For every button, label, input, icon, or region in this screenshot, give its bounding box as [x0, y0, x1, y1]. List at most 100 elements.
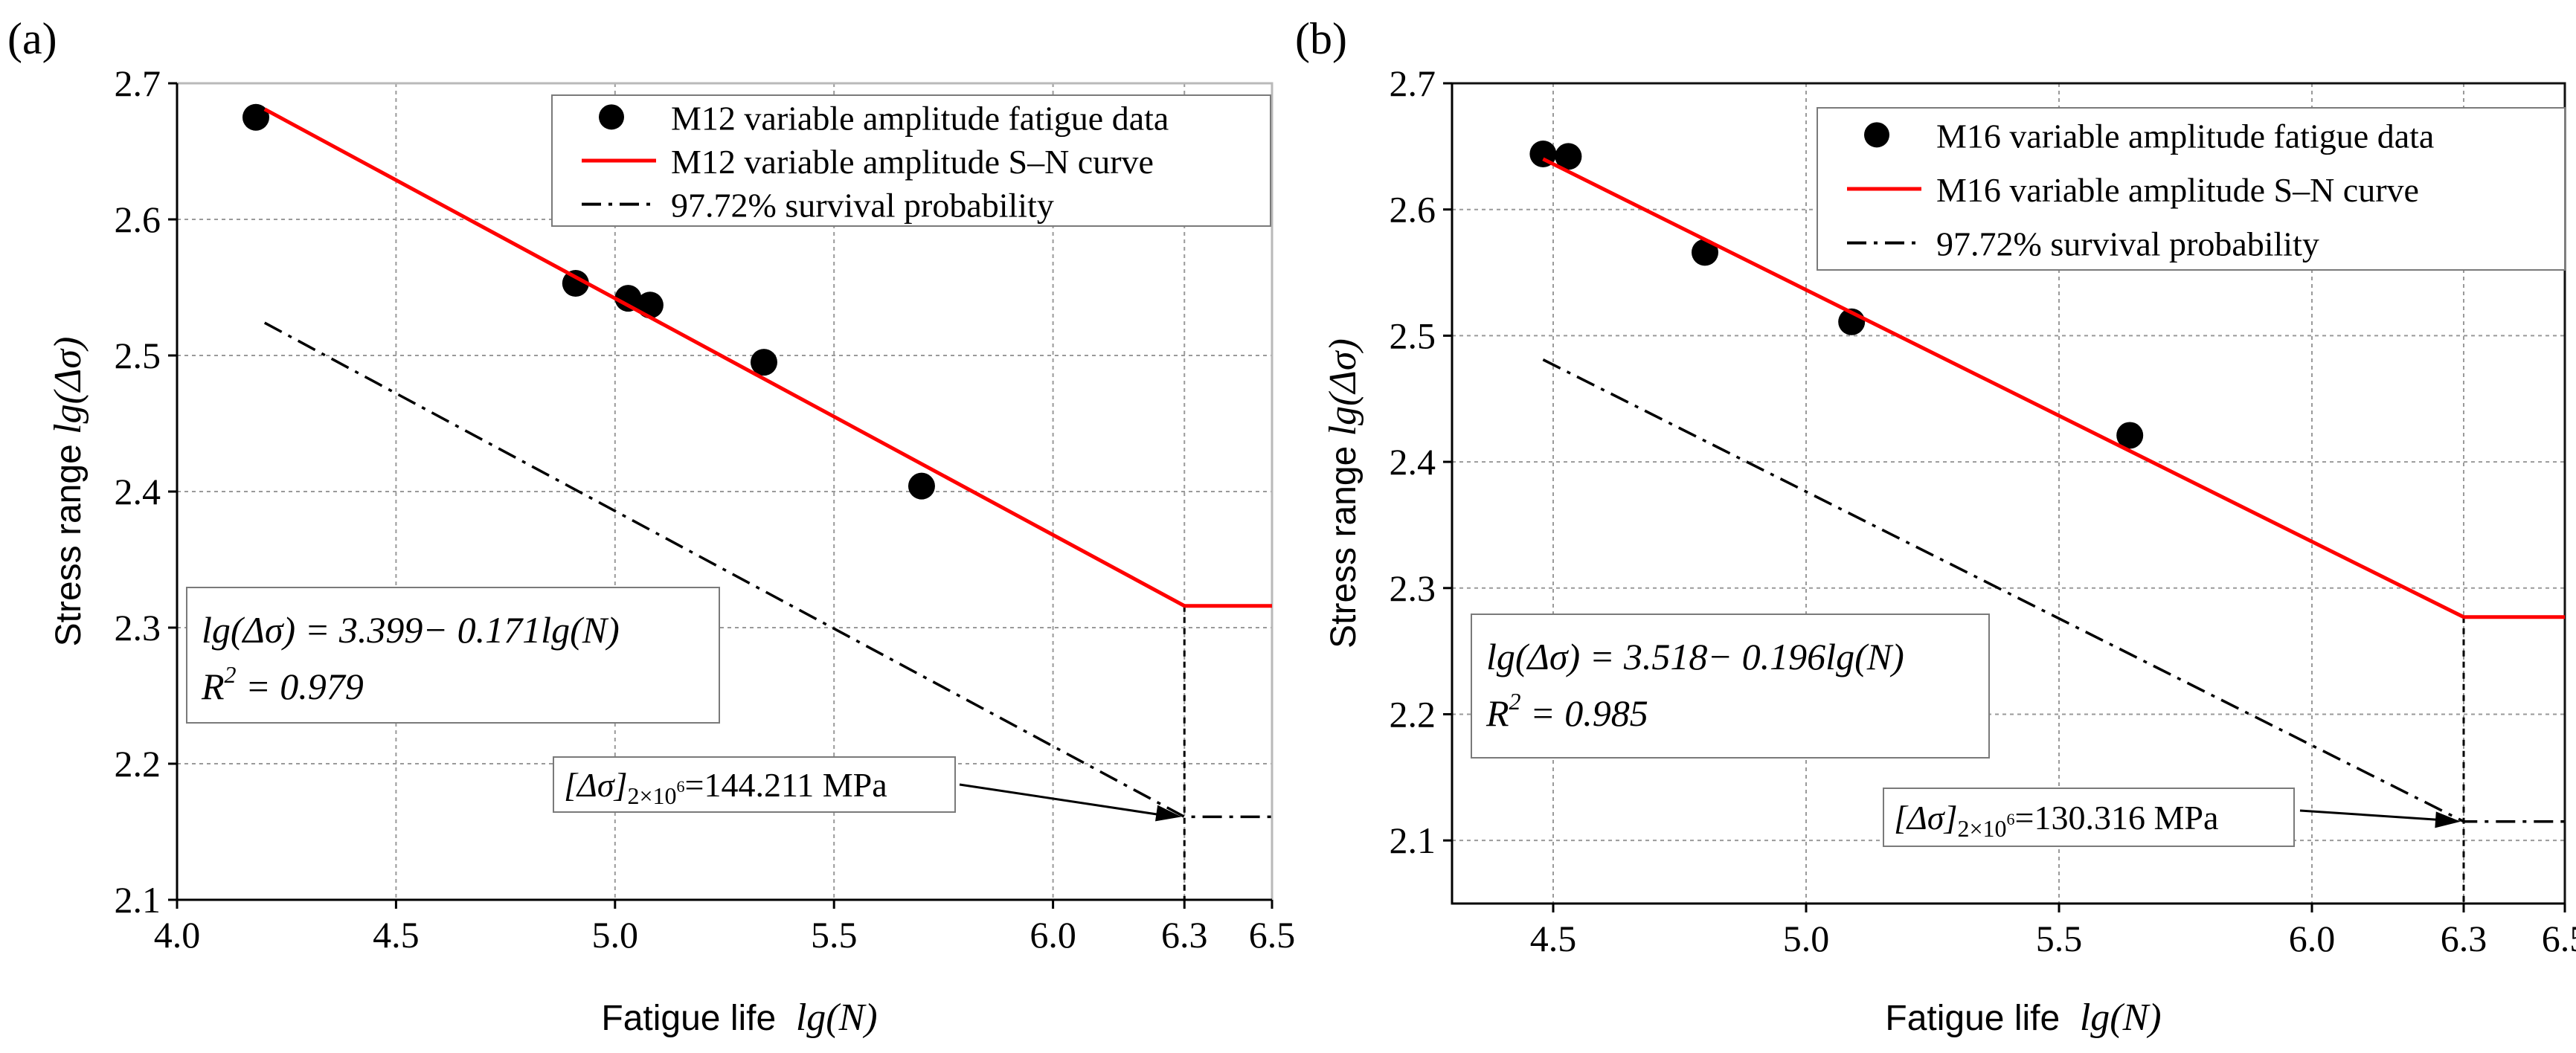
fatigue-strength-annotation: [Δσ]2×106=130.316 MPa	[1883, 788, 2461, 847]
legend: M12 variable amplitude fatigue data M12 v…	[551, 94, 1271, 227]
series-dashdot-2	[1542, 358, 2565, 823]
legend-label: M16 variable amplitude fatigue data	[1936, 117, 2434, 155]
y-axis-title: Stress range lg(Δσ)	[47, 337, 89, 647]
y-tick-label: 2.1	[115, 879, 161, 921]
fatigue-strength-label: [Δσ]2×106=144.211 MPa	[564, 766, 887, 809]
survival-probability-line	[1542, 358, 2565, 823]
y-tick-label: 2.4	[115, 471, 161, 512]
x-axis-title-math: lg(N)	[796, 996, 878, 1039]
chart-panel-a: (a)4.0 4.5 5.0 5.5 6.0 6.3 6.52.12.22.32.42.52…	[7, 14, 1295, 1039]
legend-label: M12 variable amplitude S–N curve	[671, 143, 1154, 181]
data-point	[1555, 143, 1582, 170]
equation-box: lg(Δσ) = 3.518− 0.196lg(N) R2 = 0.985	[1471, 614, 1990, 759]
annotation-arrow-head	[2435, 811, 2461, 828]
x-tick-label: 6.3	[1161, 914, 1208, 956]
data-point	[242, 103, 269, 131]
chart-panel-b: (b) 4.5 5.0 5.5 6.0 6.3 6.5 2.12.22.32.42.52.62…	[1295, 14, 2576, 1039]
r-squared-label: R	[201, 666, 225, 707]
y-axis-title-prefix: Stress range	[1324, 436, 1364, 648]
y-tick-label: 2.5	[115, 335, 161, 376]
y-axis-title: Stress range lg(Δσ)	[1322, 338, 1364, 648]
y-tick-label: 2.5	[1390, 315, 1436, 356]
x-axis-ticks: 4.5 5.0 5.5 6.0 6.3 6.5	[1530, 904, 2576, 959]
y-axis-ticks: 2.1 2.2 2.3 2.4 2.5 2.6 2.7	[1390, 62, 1452, 861]
x-axis-title-space	[776, 999, 796, 1038]
fatigue-strength-label: [Δσ]2×106=130.316 MPa	[1894, 799, 2218, 842]
x-tick-label: 5.0	[592, 914, 639, 956]
equation-frame	[1471, 614, 1990, 759]
x-axis-title-space	[2060, 999, 2080, 1038]
x-tick-label: 4.0	[154, 914, 201, 956]
fatigue-strength-value: =144.211 MPa	[685, 766, 887, 804]
fatigue-strength-subscript-exp: 6	[2007, 810, 2015, 828]
data-point	[750, 349, 777, 376]
y-axis-title-math: lg(Δσ)	[1322, 338, 1364, 436]
x-axis-ticks: 4.0 4.5 5.0 5.5 6.0 6.3 6.5	[154, 900, 1296, 956]
y-tick-label: 2.3	[115, 607, 161, 648]
fatigue-strength-frame	[553, 756, 956, 813]
legend-label: 97.72% survival probability	[1936, 225, 2319, 263]
data-point	[908, 472, 935, 500]
r-squared-value: = 0.979	[237, 666, 364, 707]
equation-box: lg(Δσ) = 3.399− 0.171lg(N) R2 = 0.979	[186, 587, 720, 724]
data-point	[2116, 422, 2144, 449]
survival-probability-line	[263, 321, 1272, 819]
r-squared-value: = 0.985	[1521, 692, 1648, 734]
series-line-1	[1542, 157, 2565, 619]
x-axis-title: Fatigue life lg(N)	[601, 996, 877, 1039]
series-points-0	[1529, 141, 2144, 449]
r-squared-sup: 2	[225, 661, 237, 688]
sn-curve-line	[263, 107, 1272, 608]
y-tick-label: 2.1	[1390, 819, 1436, 861]
legend-label: M12 variable amplitude fatigue data	[671, 99, 1169, 137]
regression-equation: lg(Δσ) = 3.518− 0.196lg(N)	[1486, 636, 1904, 677]
fatigue-strength-symbol: [Δσ]	[1894, 799, 1958, 837]
panel-label: (b)	[1295, 14, 1347, 63]
legend-box	[1817, 107, 2566, 271]
legend-box	[551, 94, 1271, 227]
r-squared-sup: 2	[1509, 688, 1521, 715]
x-tick-label: 6.5	[1249, 914, 1296, 956]
r-squared-label: R	[1485, 692, 1509, 734]
y-tick-label: 2.7	[115, 62, 161, 104]
equation-frame	[186, 587, 720, 724]
x-tick-label: 4.5	[1530, 918, 1577, 959]
annotation-arrow-shaft	[959, 783, 1164, 817]
annotation-arrow-head	[1155, 805, 1182, 822]
data-point	[636, 292, 664, 319]
legend-marker-points	[599, 104, 624, 130]
fatigue-strength-subscript: 2×10	[628, 782, 677, 809]
x-tick-label: 5.0	[1783, 918, 1830, 959]
y-tick-label: 2.3	[1390, 567, 1436, 609]
x-tick-label: 6.0	[2289, 918, 2336, 959]
x-tick-label: 6.5	[2542, 918, 2576, 959]
data-point	[562, 270, 589, 297]
legend-marker-points	[1864, 122, 1889, 148]
fatigue-strength-value: =130.316 MPa	[2015, 799, 2219, 837]
data-point	[1692, 239, 1718, 266]
fatigue-strength-subscript: 2×10	[1958, 815, 2007, 842]
regression-equation: lg(Δσ) = 3.399− 0.171lg(N)	[202, 609, 620, 651]
fatigue-strength-subscript-exp: 6	[677, 777, 685, 796]
x-axis-title-math: lg(N)	[2080, 996, 2162, 1039]
panel-label: (a)	[7, 14, 57, 63]
y-tick-label: 2.7	[1390, 62, 1436, 104]
data-point	[614, 285, 642, 312]
y-axis-ticks: 2.1 2.2 2.3 2.4 2.5 2.6 2.7	[115, 62, 177, 921]
fatigue-strength-annotation: [Δσ]2×106=144.211 MPa	[553, 756, 1182, 822]
series-dashdot-2	[263, 321, 1272, 819]
x-tick-label: 5.5	[2036, 918, 2083, 959]
series-line-1	[263, 107, 1272, 608]
x-axis-title-prefix: Fatigue life	[601, 999, 776, 1038]
x-tick-label: 6.3	[2441, 918, 2487, 959]
y-axis-title-math: lg(Δσ)	[47, 337, 89, 434]
y-tick-label: 2.6	[115, 199, 161, 240]
x-axis-title-prefix: Fatigue life	[1885, 999, 2060, 1038]
legend-label: M16 variable amplitude S–N curve	[1936, 171, 2419, 209]
x-axis-title: Fatigue life lg(N)	[1885, 996, 2161, 1039]
r-squared: R2 = 0.979	[201, 661, 364, 707]
r-squared: R2 = 0.985	[1485, 688, 1648, 734]
x-tick-label: 6.0	[1030, 914, 1076, 956]
